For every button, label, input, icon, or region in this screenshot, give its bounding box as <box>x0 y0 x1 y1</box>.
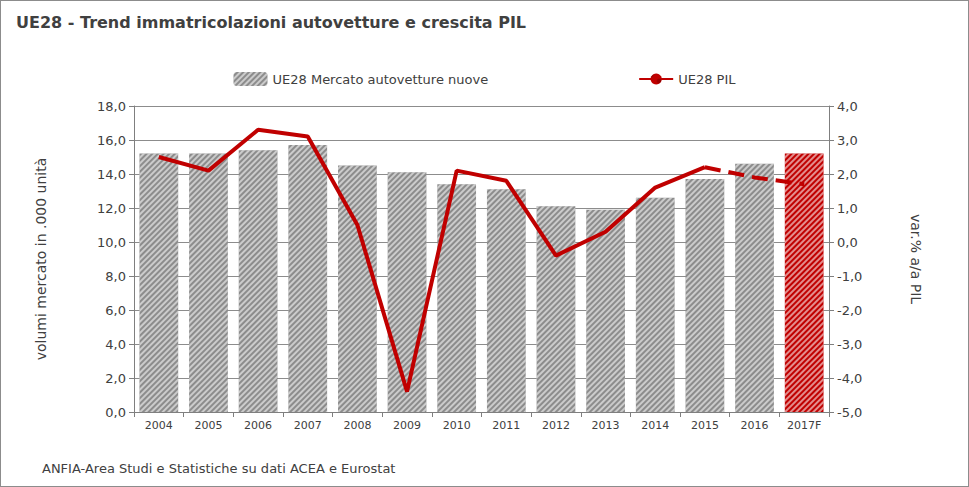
svg-text:2011: 2011 <box>492 419 520 432</box>
svg-text:2,0: 2,0 <box>105 371 126 386</box>
svg-text:2012: 2012 <box>542 419 570 432</box>
svg-text:UE28 - Trend immatricolazioni: UE28 - Trend immatricolazioni autovettur… <box>16 13 526 32</box>
svg-text:2004: 2004 <box>145 419 173 432</box>
svg-text:16,0: 16,0 <box>97 133 126 148</box>
svg-text:var.% a/a PIL: var.% a/a PIL <box>908 214 924 304</box>
svg-text:0,0: 0,0 <box>105 405 126 420</box>
svg-text:10,0: 10,0 <box>97 235 126 250</box>
svg-text:2007: 2007 <box>294 419 322 432</box>
svg-text:12,0: 12,0 <box>97 201 126 216</box>
svg-text:2,0: 2,0 <box>837 167 858 182</box>
svg-text:2017F: 2017F <box>787 419 821 432</box>
svg-text:4,0: 4,0 <box>837 99 858 114</box>
svg-text:volumi mercato in .000 unità: volumi mercato in .000 unità <box>33 158 49 361</box>
svg-text:2005: 2005 <box>194 419 222 432</box>
svg-text:UE28 Mercato autovetture nuove: UE28 Mercato autovetture nuove <box>273 72 489 87</box>
svg-text:2013: 2013 <box>592 419 620 432</box>
svg-text:8,0: 8,0 <box>105 269 126 284</box>
svg-text:UE28 PIL: UE28 PIL <box>678 72 736 87</box>
svg-text:2016: 2016 <box>741 419 769 432</box>
svg-text:-2,0: -2,0 <box>837 303 862 318</box>
svg-text:6,0: 6,0 <box>105 303 126 318</box>
svg-text:2014: 2014 <box>641 419 669 432</box>
svg-text:-4,0: -4,0 <box>837 371 862 386</box>
svg-text:2008: 2008 <box>343 419 371 432</box>
svg-text:2009: 2009 <box>393 419 421 432</box>
svg-text:1,0: 1,0 <box>837 201 858 216</box>
svg-text:2006: 2006 <box>244 419 272 432</box>
svg-text:-3,0: -3,0 <box>837 337 862 352</box>
svg-text:-5,0: -5,0 <box>837 405 862 420</box>
svg-text:14,0: 14,0 <box>97 167 126 182</box>
svg-text:4,0: 4,0 <box>105 337 126 352</box>
svg-text:0,0: 0,0 <box>837 235 858 250</box>
svg-text:2015: 2015 <box>691 419 719 432</box>
svg-text:2010: 2010 <box>443 419 471 432</box>
svg-text:3,0: 3,0 <box>837 133 858 148</box>
svg-text:-1,0: -1,0 <box>837 269 862 284</box>
svg-text:ANFIA-Area Studi e Statistiche: ANFIA-Area Studi e Statistiche su dati A… <box>42 461 395 476</box>
svg-text:18,0: 18,0 <box>97 99 126 114</box>
